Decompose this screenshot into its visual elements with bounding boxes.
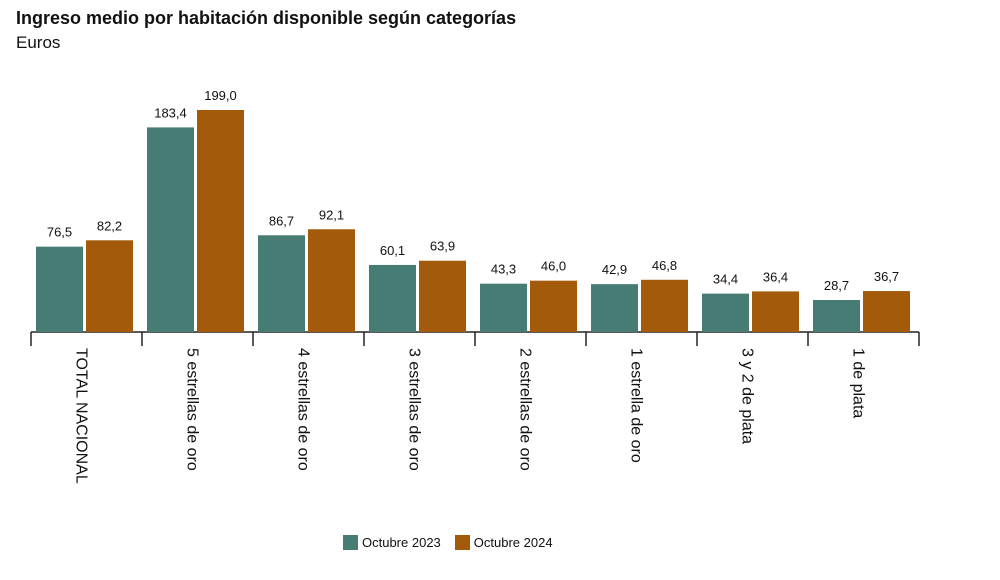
data-label: 36,7 bbox=[874, 269, 899, 284]
category-label: 2 estrellas de oro bbox=[516, 348, 533, 471]
category-label: 4 estrellas de oro bbox=[294, 348, 311, 471]
bar-2023 bbox=[258, 235, 305, 332]
bar-2024 bbox=[86, 240, 133, 332]
data-label: 42,9 bbox=[602, 262, 627, 277]
category-label: TOTAL NACIONAL bbox=[72, 348, 89, 484]
chart-subtitle: Euros bbox=[16, 33, 61, 52]
data-label: 34,4 bbox=[713, 272, 738, 287]
legend-item-2023: Octubre 2023 bbox=[343, 535, 441, 550]
category-label: 1 de plata bbox=[849, 348, 866, 418]
bar-2024 bbox=[197, 110, 244, 332]
category-label: 1 estrella de oro bbox=[627, 348, 644, 463]
bar-2023 bbox=[702, 293, 749, 332]
bar-2024 bbox=[641, 279, 688, 332]
legend-item-2024: Octubre 2024 bbox=[454, 535, 553, 550]
data-label: 82,2 bbox=[97, 218, 122, 233]
bar-2023 bbox=[813, 299, 860, 332]
data-label: 86,7 bbox=[269, 213, 294, 228]
data-label: 183,4 bbox=[154, 105, 187, 120]
bar-2023 bbox=[591, 284, 638, 332]
bar-2024 bbox=[863, 291, 910, 332]
bar-2024 bbox=[308, 229, 355, 332]
data-label: 60,1 bbox=[380, 243, 405, 258]
bar-2024 bbox=[530, 280, 577, 332]
category-label: 5 estrellas de oro bbox=[183, 348, 200, 471]
bar-2023 bbox=[36, 246, 83, 332]
data-label: 199,0 bbox=[204, 88, 237, 103]
category-label: 3 estrellas de oro bbox=[405, 348, 422, 471]
data-label: 43,3 bbox=[491, 262, 516, 277]
bar-chart: 76,5 82,2 TOTAL NACIONAL 183,4 199,0 5 estrel… bbox=[30, 88, 920, 484]
legend-label-2024: Octubre 2024 bbox=[473, 535, 553, 550]
data-label: 46,0 bbox=[541, 259, 566, 274]
bar-2024 bbox=[419, 260, 466, 332]
category-label: 3 y 2 de plata bbox=[738, 348, 755, 444]
bar-2023 bbox=[480, 283, 527, 332]
data-label: 92,1 bbox=[319, 207, 344, 222]
legend-swatch-2023 bbox=[343, 535, 358, 550]
legend-swatch-2024 bbox=[454, 535, 470, 550]
data-label: 76,5 bbox=[47, 225, 72, 240]
legend-label-2023: Octubre 2023 bbox=[362, 535, 441, 550]
data-label: 46,8 bbox=[652, 258, 677, 273]
data-label: 63,9 bbox=[430, 239, 455, 254]
chart-title: Ingreso medio por habitación disponible … bbox=[16, 8, 517, 28]
data-label: 28,7 bbox=[824, 278, 849, 293]
data-label: 36,4 bbox=[763, 269, 788, 284]
bar-2023 bbox=[147, 127, 194, 332]
legend: Octubre 2023 Octubre 2024 bbox=[343, 535, 567, 550]
bar-2024 bbox=[752, 291, 799, 332]
bar-2023 bbox=[369, 264, 416, 332]
